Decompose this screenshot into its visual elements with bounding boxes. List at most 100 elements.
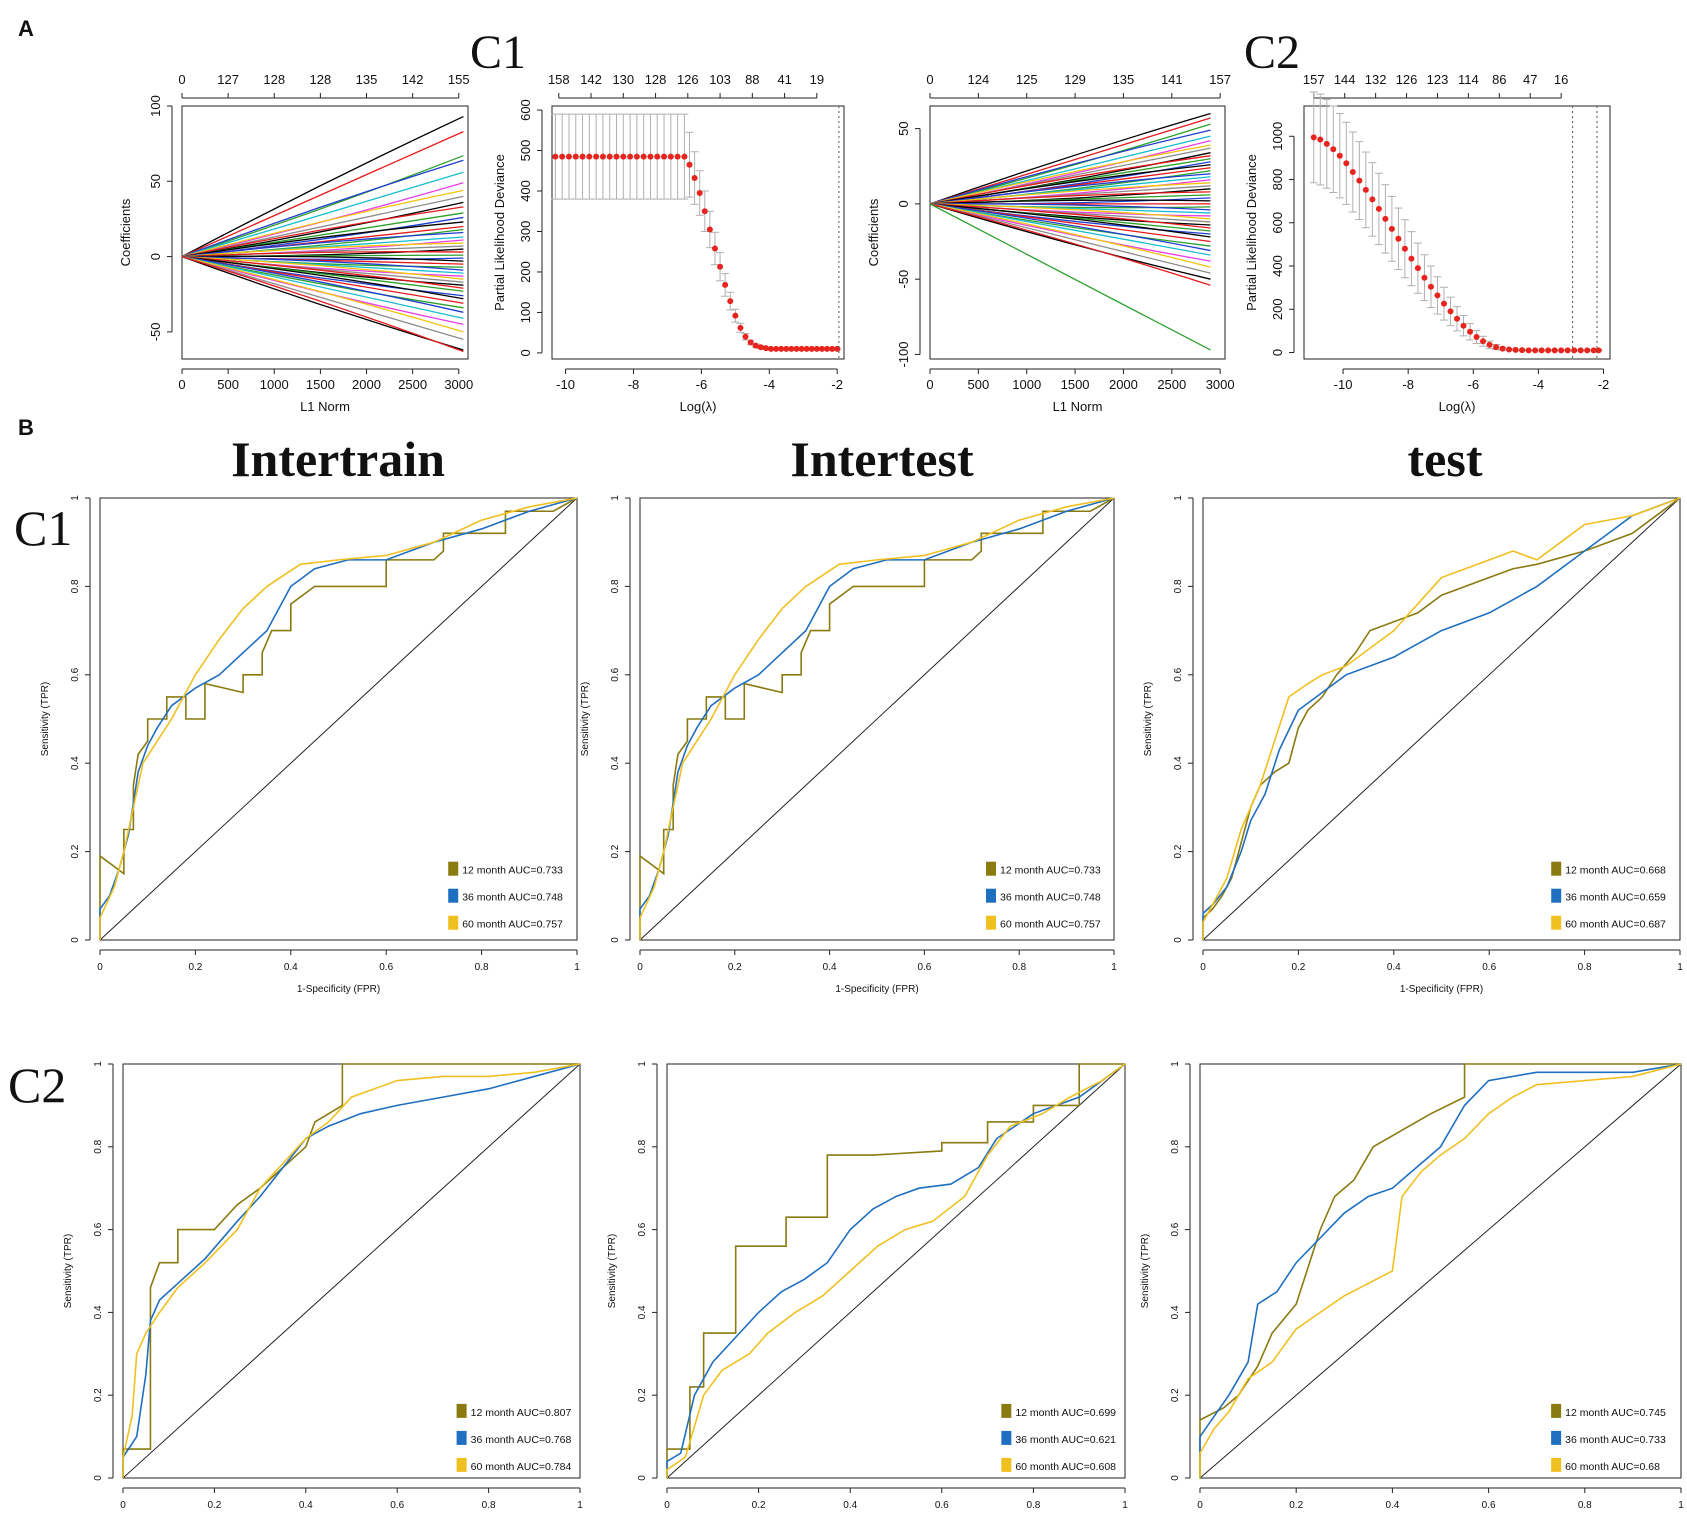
x-tick-label: 1 [1677,962,1683,973]
y-tick-label: -100 [896,341,911,367]
x-tick-label: 1 [577,1500,583,1511]
x-tick-label: 3000 [1206,377,1235,392]
y-axis-label: Coefficients [118,198,133,266]
x-tick-label: 2500 [398,377,427,392]
top-tick-label: 123 [1427,72,1449,87]
deviance-point [586,153,593,160]
deviance-point [706,226,713,233]
y-tick-label: 0.6 [70,667,81,681]
legend-label: 12 month AUC=0.807 [471,1407,572,1419]
y-tick-label: 0.8 [610,579,621,593]
panel-b-letter: B [18,415,34,440]
legend-swatch [456,1430,467,1445]
deviance-point [1545,347,1552,354]
x-tick-label: 0.2 [188,962,202,973]
x-tick-label: 0.4 [299,1500,313,1511]
roc-curve-60-month [99,497,578,940]
y-tick-label: 500 [518,140,533,162]
roc-curve-12-month [1199,1063,1681,1478]
coefficient-path [929,155,1211,205]
top-tick-label: 141 [1161,72,1183,87]
legend-swatch [448,888,459,903]
top-tick-label: 16 [1554,72,1568,87]
coefficient-path [929,129,1211,205]
roc-curve-60-month [122,1063,581,1478]
top-tick-label: 144 [1334,72,1356,87]
deviance-point [757,344,764,351]
plot-frame [1199,1063,1682,1479]
coefficient-path [181,189,464,258]
top-tick-label: 128 [645,72,667,87]
y-tick-label: 1 [1173,495,1184,501]
roc-plot-c1-test: 0 0.2 0.4 0.6 0.8 1 0 0.2 0.4 0.6 0.8 1 1-Specificit… [1143,495,1683,995]
legend-label: 36 month AUC=0.748 [1000,892,1101,904]
coefficient-path [181,251,464,258]
x-tick-label: 0.8 [1578,962,1592,973]
row-label-c2: C2 [8,1057,66,1113]
coefficient-path [929,199,1211,205]
deviance-point [711,245,718,252]
deviance-point [1493,344,1500,351]
x-tick-label: 0.6 [390,1500,404,1511]
y-tick-label: 0 [610,937,621,943]
deviance-point [1375,205,1382,212]
y-tick-label: 600 [1270,212,1285,234]
x-tick-label: -4 [764,377,776,392]
coefficient-path [181,221,464,258]
lasso-c1-title: C1 [470,26,526,79]
x-tick-label: -2 [1598,377,1610,392]
deviance-point [727,298,734,305]
x-tick-label: 0.2 [752,1500,766,1511]
deviance-point [1473,333,1480,340]
x-tick-label: 1500 [306,377,335,392]
deviance-point [1343,160,1350,167]
top-tick-label: 114 [1458,72,1479,87]
legend-label: 60 month AUC=0.608 [1015,1461,1116,1473]
diagonal-reference [1199,1063,1682,1479]
deviance-point [1551,347,1558,354]
y-tick-label: 0 [148,253,163,260]
deviance-point [1336,152,1343,159]
roc-curve-36-month [1199,1063,1682,1478]
y-axis-label: Sensitivity (TPR) [63,1234,74,1308]
deviance-point [1584,347,1591,354]
y-axis-label: Sensitivity (TPR) [40,682,51,756]
diagonal-reference [1202,497,1681,941]
coefficient-path [181,255,464,319]
x-tick-label: 500 [968,377,990,392]
deviance-point [1330,146,1337,153]
legend-label: 60 month AUC=0.784 [471,1461,572,1473]
roc-curve-12-month [99,497,578,940]
coefficient-path [181,255,464,313]
x-tick-label: 0.4 [284,962,298,973]
x-axis-label: L1 Norm [1053,399,1103,414]
legend-swatch [448,861,459,876]
y-tick-label: 0.2 [70,844,81,858]
deviance-point [1414,265,1421,272]
x-tick-label: 1 [1122,1500,1128,1511]
coefficient-path [929,203,1211,252]
legend-swatch [986,915,997,930]
top-tick-label: 103 [709,72,731,87]
x-tick-label: 1 [574,962,580,973]
coefficient-path [929,203,1211,229]
deviance-point [803,345,810,352]
deviance-point [717,263,724,270]
deviance-point [1538,347,1545,354]
y-tick-label: 0.2 [1173,844,1184,858]
y-tick-label: 0 [896,200,911,207]
legend-swatch [1551,1430,1562,1445]
x-tick-label: 2500 [1157,377,1186,392]
deviance-point [1460,322,1467,329]
legend-label: 60 month AUC=0.757 [1000,919,1101,931]
top-tick-label: 128 [263,72,285,87]
y-axis-label: Sensitivity (TPR) [1140,1234,1151,1308]
roc-plot-c2-test: 00.20.40.60.8100.20.40.60.811-Specificit… [1140,1061,1684,1511]
top-tick-label: 126 [1396,72,1418,87]
roc-curve-12-month [122,1063,580,1478]
deviance-point [762,345,769,352]
y-tick-label: 0.4 [70,756,81,770]
coefficient-path [181,255,464,262]
deviance-point [1434,292,1441,299]
